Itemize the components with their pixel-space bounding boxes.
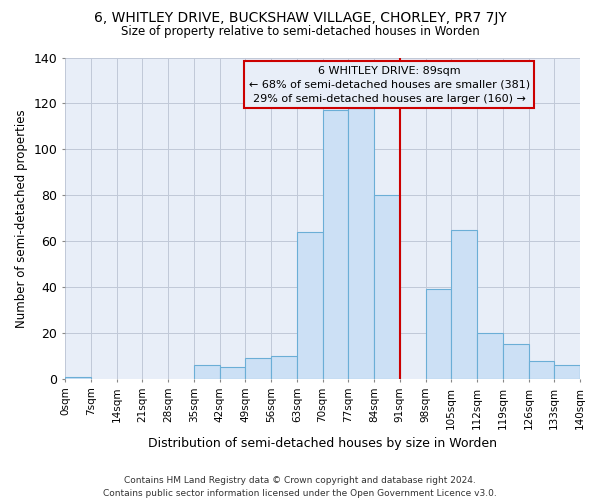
Bar (348, 108, 374, 379)
Bar (503, 344, 529, 379)
Bar (580, 365, 600, 379)
Text: Contains HM Land Registry data © Crown copyright and database right 2024.
Contai: Contains HM Land Registry data © Crown c… (103, 476, 497, 498)
Bar (529, 360, 554, 379)
X-axis label: Distribution of semi-detached houses by size in Worden: Distribution of semi-detached houses by … (148, 437, 497, 450)
Text: Size of property relative to semi-detached houses in Worden: Size of property relative to semi-detach… (121, 25, 479, 38)
Bar (65, 376, 91, 379)
Bar (271, 356, 297, 379)
Bar (477, 333, 503, 379)
Text: 6 WHITLEY DRIVE: 89sqm
← 68% of semi-detached houses are smaller (381)
29% of se: 6 WHITLEY DRIVE: 89sqm ← 68% of semi-det… (249, 66, 530, 104)
Text: 6, WHITLEY DRIVE, BUCKSHAW VILLAGE, CHORLEY, PR7 7JY: 6, WHITLEY DRIVE, BUCKSHAW VILLAGE, CHOR… (94, 11, 506, 25)
Bar (451, 230, 477, 379)
Bar (554, 365, 580, 379)
Bar (297, 232, 323, 379)
Bar (194, 365, 220, 379)
Bar (425, 290, 451, 379)
Bar (323, 110, 348, 379)
Y-axis label: Number of semi-detached properties: Number of semi-detached properties (15, 109, 28, 328)
Bar (245, 358, 271, 379)
Bar (374, 195, 400, 379)
Bar (220, 368, 245, 379)
